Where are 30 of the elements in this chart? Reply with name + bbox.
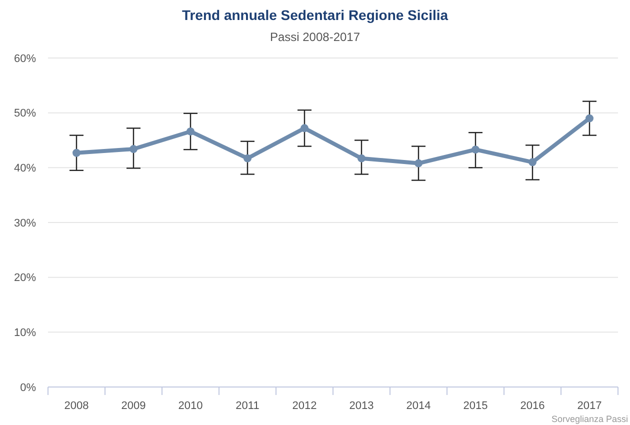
x-tick-label: 2011 [236, 400, 260, 412]
point [244, 154, 252, 162]
y-tick-label: 0% [20, 382, 36, 394]
x-tick-label: 2009 [121, 400, 146, 412]
x-tick-label: 2010 [178, 400, 203, 412]
point [72, 148, 80, 157]
chart-title: Trend annuale Sedentari Regione Sicilia [182, 7, 448, 23]
point [414, 159, 422, 168]
y-tick-label: 30% [14, 217, 36, 230]
y-tick-label: 60% [14, 52, 36, 65]
text: Sorveglianza Passi [551, 414, 628, 424]
point [472, 146, 480, 154]
y-tick-label: 40% [14, 162, 36, 175]
x-tick-label: 2017 [577, 400, 602, 412]
point [186, 127, 194, 136]
x-tick-label: 2016 [520, 400, 545, 412]
chart-subtitle: Passi 2008-2017 [270, 30, 360, 44]
x-tick-label: 2014 [406, 400, 431, 412]
x-tick-label: 2015 [463, 400, 488, 412]
point [528, 158, 536, 166]
x-tick-label: 2012 [292, 400, 317, 412]
point [300, 124, 308, 132]
point [358, 154, 366, 162]
x-tick-label: 2008 [64, 400, 89, 412]
point [130, 145, 138, 154]
y-tick-label: 20% [14, 272, 36, 284]
x-tick-label: 2013 [349, 400, 374, 412]
y-tick-label: 50% [14, 108, 36, 120]
y-tick-label: 10% [14, 327, 36, 340]
point [586, 114, 594, 122]
